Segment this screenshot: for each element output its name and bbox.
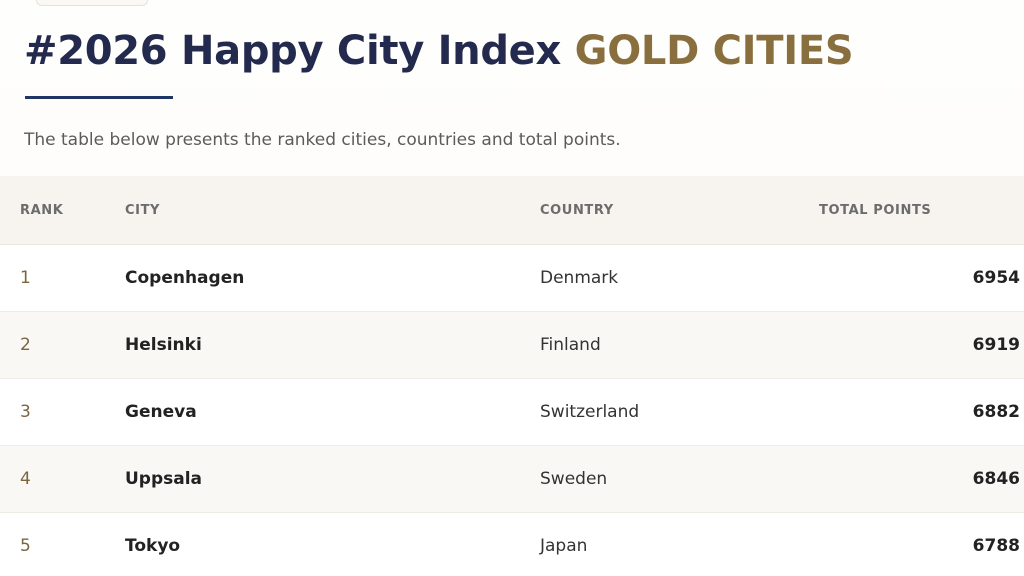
column-header-rank: RANK bbox=[20, 202, 64, 218]
city-cell: Helsinki bbox=[125, 335, 202, 355]
country-cell: Japan bbox=[540, 536, 588, 556]
table-row: 4 Uppsala Sweden 6846 bbox=[0, 446, 1024, 513]
table-row: 1 Copenhagen Denmark 6954 bbox=[0, 245, 1024, 312]
points-cell: 6954 bbox=[972, 268, 1020, 288]
rank-cell: 2 bbox=[20, 335, 31, 355]
country-cell: Finland bbox=[540, 335, 601, 355]
table-row: 5 Tokyo Japan 6788 bbox=[0, 513, 1024, 576]
table-row: 2 Helsinki Finland 6919 bbox=[0, 312, 1024, 379]
points-cell: 6919 bbox=[972, 335, 1020, 355]
table-header-row: RANK CITY COUNTRY TOTAL POINTS bbox=[0, 176, 1024, 245]
country-cell: Sweden bbox=[540, 469, 608, 489]
title-underline-divider bbox=[25, 96, 173, 99]
title-main: #2026 Happy City Index bbox=[24, 28, 562, 74]
city-cell: Uppsala bbox=[125, 469, 203, 489]
page-title: #2026 Happy City Index GOLD CITIES bbox=[24, 26, 854, 76]
title-highlight: GOLD CITIES bbox=[574, 28, 854, 74]
city-cell: Copenhagen bbox=[125, 268, 245, 288]
points-cell: 6882 bbox=[972, 402, 1020, 422]
city-cell: Tokyo bbox=[125, 536, 181, 556]
country-cell: Denmark bbox=[540, 268, 619, 288]
rank-cell: 1 bbox=[20, 268, 31, 288]
rank-cell: 3 bbox=[20, 402, 31, 422]
points-cell: 6846 bbox=[972, 469, 1020, 489]
top-tab-edge bbox=[36, 0, 148, 6]
column-header-city: CITY bbox=[125, 202, 161, 218]
column-header-total-points: TOTAL POINTS bbox=[819, 202, 932, 218]
points-cell: 6788 bbox=[972, 536, 1020, 556]
table-description: The table below presents the ranked citi… bbox=[24, 130, 621, 150]
ranking-table: RANK CITY COUNTRY TOTAL POINTS 1 Copenha… bbox=[0, 176, 1024, 576]
rank-cell: 5 bbox=[20, 536, 31, 556]
column-header-country: COUNTRY bbox=[540, 202, 614, 218]
city-cell: Geneva bbox=[125, 402, 197, 422]
table-row: 3 Geneva Switzerland 6882 bbox=[0, 379, 1024, 446]
rank-cell: 4 bbox=[20, 469, 31, 489]
country-cell: Switzerland bbox=[540, 402, 640, 422]
